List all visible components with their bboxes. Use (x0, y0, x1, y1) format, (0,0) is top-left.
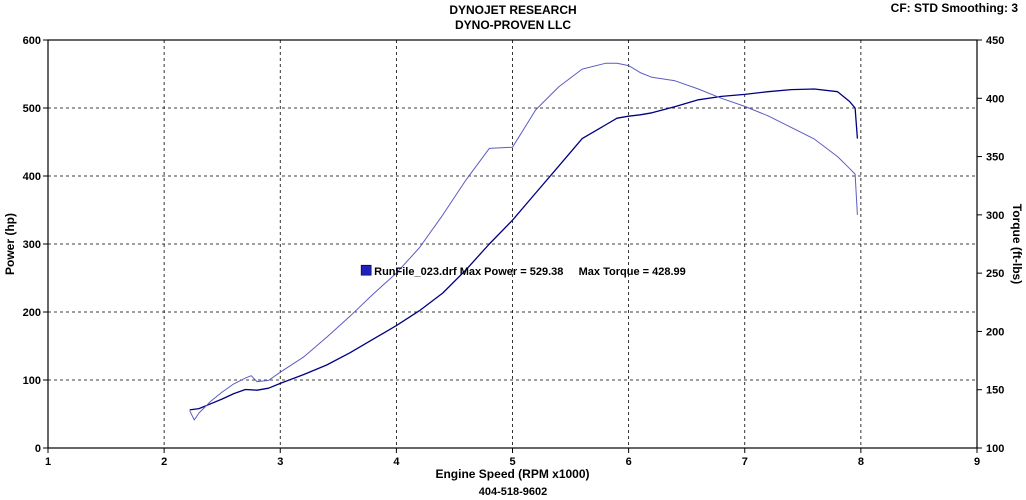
x-tick-label: 7 (742, 456, 748, 468)
x-tick-label: 6 (626, 456, 632, 468)
y-right-tick-label: 200 (986, 326, 1004, 338)
axis-ticks: 1 2 3 4 5 6 7 8 9 0 100 200 300 400 500 600 100 150 200 250… (23, 35, 1005, 468)
y-right-tick-label: 250 (986, 268, 1004, 280)
y-left-tick-label: 100 (23, 375, 41, 387)
dyno-chart: 1 2 3 4 5 6 7 8 9 0 100 200 300 400 500 600 100 150 200 250… (3, 35, 1024, 481)
y-right-tick-label: 400 (986, 93, 1004, 105)
torque-series-line (189, 62, 858, 421)
y-left-tick-label: 600 (23, 35, 41, 47)
y-left-tick-label: 300 (23, 239, 41, 251)
chart-title-line2: DYNO-PROVEN LLC (454, 18, 571, 32)
y-left-tick-label: 400 (23, 171, 41, 183)
y-axis-label-right: Torque (ft-lbs) (1010, 204, 1024, 284)
max-values-label: RunFile_023.drf Max Power = 529.38 Max T… (374, 266, 686, 278)
y-axis-label-left: Power (hp) (3, 213, 17, 275)
power-series-line (189, 88, 859, 411)
footer-phone: 404-518-9602 (478, 486, 548, 498)
y-right-tick-label: 350 (986, 152, 1004, 164)
y-right-tick-label: 450 (986, 35, 1004, 47)
y-right-tick-label: 150 (986, 385, 1004, 397)
x-tick-label: 2 (161, 456, 167, 468)
annotation: RunFile_023.drf Max Power = 529.38 Max T… (360, 264, 686, 278)
x-tick-label: 5 (509, 456, 515, 468)
y-right-tick-label: 300 (986, 210, 1004, 222)
x-tick-label: 8 (858, 456, 864, 468)
x-tick-label: 3 (277, 456, 283, 468)
series (189, 62, 859, 421)
legend-swatch (360, 264, 372, 276)
x-tick-label: 1 (45, 456, 51, 468)
grid (48, 40, 977, 448)
y-left-tick-label: 0 (35, 443, 41, 455)
chart-title-line1: DYNOJET RESEARCH (449, 3, 577, 17)
x-tick-label: 9 (974, 456, 980, 468)
correction-info: CF: STD Smoothing: 3 (890, 1, 1018, 15)
y-left-tick-label: 500 (23, 103, 41, 115)
x-axis-label: Engine Speed (RPM x1000) (435, 467, 589, 481)
y-left-tick-label: 200 (23, 307, 41, 319)
x-tick-label: 4 (393, 456, 400, 468)
y-right-tick-label: 100 (986, 443, 1004, 455)
